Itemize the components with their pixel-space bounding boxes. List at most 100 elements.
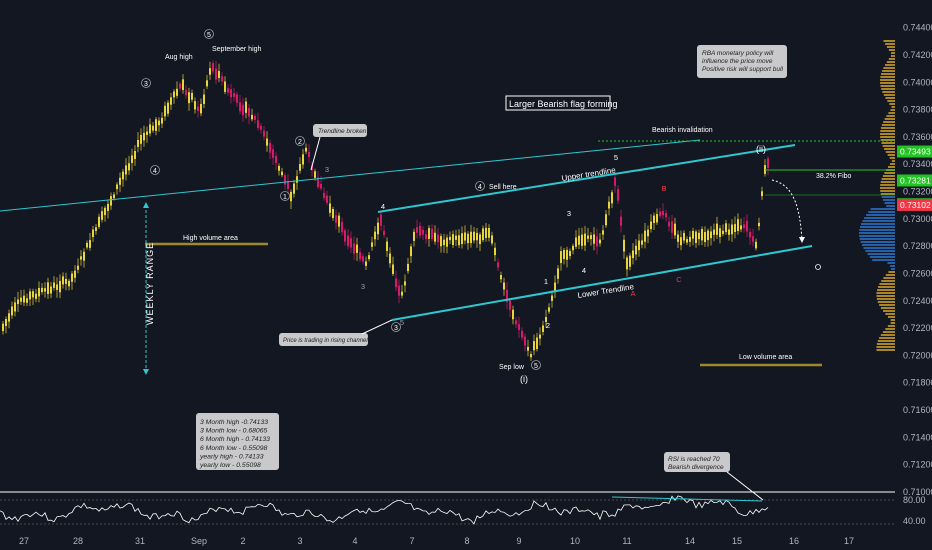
rising-channel-label: Price is trading in rising channel (283, 338, 368, 344)
candle-body (38, 287, 40, 297)
volume-bar (868, 211, 895, 213)
candle-body (389, 253, 391, 264)
candle-body (218, 71, 220, 79)
candle-body (308, 151, 310, 158)
wave-circle (531, 360, 541, 370)
projection-arrow-head (799, 237, 805, 243)
candle-body (284, 175, 286, 185)
candle-body (212, 63, 214, 72)
volume-bar (876, 346, 895, 348)
candle-body (95, 227, 97, 231)
candle-body (65, 278, 67, 284)
candle-body (191, 92, 193, 100)
stats-line: yearly high - 0.74133 (199, 453, 264, 460)
candle-body (440, 236, 442, 247)
bearish-invalidation-label: Bearish invalidation (652, 127, 713, 134)
volume-bar (876, 343, 895, 345)
candle-body (467, 233, 469, 244)
candle-body (413, 231, 415, 241)
candle-body (476, 232, 478, 241)
rsi-note-box (664, 452, 730, 472)
candle-body (560, 251, 562, 264)
candle-body (623, 239, 625, 252)
candle-body (5, 319, 7, 327)
volume-bar (888, 271, 895, 273)
candle-body (446, 237, 448, 247)
candle-body (764, 165, 766, 174)
volume-bar (887, 166, 895, 168)
volume-bar (885, 151, 895, 153)
candle-body (62, 276, 64, 285)
candle-body (713, 229, 715, 235)
candle-body (350, 238, 352, 248)
volume-bar (859, 235, 895, 237)
volume-bar (886, 61, 895, 63)
candle-body (485, 227, 487, 238)
wave-labels: (i) (ii) (520, 144, 766, 384)
candle-body (305, 147, 307, 152)
volume-bar (881, 280, 895, 282)
stats-line: 6 Month low - 0.55098 (200, 445, 267, 452)
volume-bar (888, 58, 895, 60)
volume-bar (862, 220, 895, 222)
candle-body (605, 214, 607, 226)
weekly-range-label: WEEKLY RANGE (145, 242, 155, 325)
candle-body (740, 225, 742, 230)
candle-body (671, 221, 673, 233)
candle-body (761, 191, 763, 197)
candle-body (185, 90, 187, 96)
candle-body (383, 230, 385, 235)
volume-bar (884, 172, 895, 174)
price-tag-label: 0.73493 (900, 147, 931, 157)
volume-bar (876, 298, 895, 300)
candle-body (170, 97, 172, 105)
candle-body (35, 293, 37, 299)
candle-body (641, 240, 643, 245)
candle-body (719, 228, 721, 238)
candle-body (80, 256, 82, 260)
volume-bar (891, 268, 895, 270)
candle-body (356, 244, 358, 253)
candle-body (668, 221, 670, 227)
candle-body (527, 346, 529, 351)
x-tick-label: 7 (409, 536, 414, 546)
candle-body (368, 255, 370, 260)
candle-body (128, 163, 130, 171)
candle-body (113, 194, 115, 199)
candle-body (737, 219, 739, 232)
stats-line: 3 Month low - 0.68065 (200, 428, 267, 435)
wave-circle-number: 5 (534, 363, 538, 370)
volume-bar (879, 304, 895, 306)
candle-body (59, 280, 61, 293)
candle-body (92, 229, 94, 238)
candle-body (614, 177, 616, 186)
wave-number: 1 (544, 277, 548, 286)
candle-body (152, 125, 154, 131)
candle-body (290, 191, 292, 202)
candle-body (545, 317, 547, 323)
candle-body (662, 210, 664, 216)
price-tag (897, 174, 932, 187)
rsi-axis: 80.00 40.00 (903, 495, 926, 526)
rsi-note-pointer (726, 471, 764, 501)
candle-body (335, 215, 337, 223)
candle-body (14, 302, 16, 312)
volume-bar (859, 226, 895, 228)
stats-line: 3 Month high -0.74133 (200, 419, 268, 426)
candle-body (575, 237, 577, 247)
candle-body (635, 245, 637, 255)
candle-body (707, 230, 709, 241)
candle-body (473, 231, 475, 241)
volume-bar (880, 85, 895, 87)
candle-body (449, 236, 451, 241)
candle-body (248, 107, 250, 117)
volume-bar (890, 322, 895, 324)
volume-bar (877, 301, 895, 303)
upper-trendline (377, 144, 796, 213)
volume-bar (890, 55, 895, 57)
candle-body (221, 76, 223, 82)
